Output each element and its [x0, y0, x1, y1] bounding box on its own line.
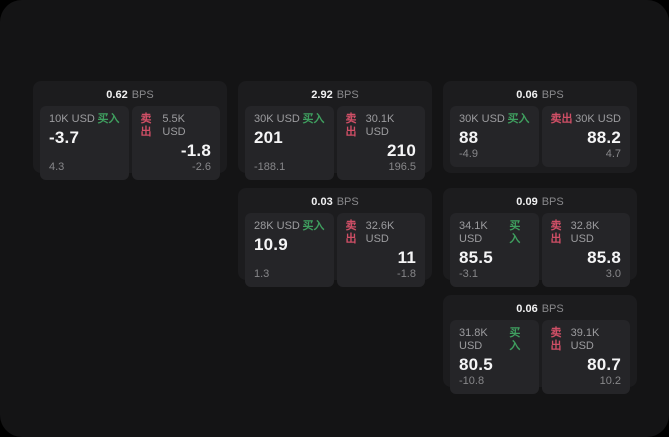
quote-card-grid: 0.62 BPS 10K USD 买入 -3.7 4.3 卖出 5.5K USD: [33, 81, 637, 394]
buy-panel[interactable]: 31.8K USD 买入 80.5 -10.8: [450, 320, 539, 394]
bps-unit: BPS: [541, 195, 564, 208]
buy-side-label: 买入: [302, 220, 325, 232]
bps-value: 0.06: [516, 88, 538, 101]
sell-side-label: 卖出: [550, 327, 562, 352]
sell-panel[interactable]: 卖出 32.8K USD 85.8 3.0: [541, 213, 630, 287]
sell-amount: 32.8K USD: [570, 220, 600, 245]
bps-header: 0.62 BPS: [40, 86, 220, 103]
sell-price: 88.2: [587, 128, 621, 147]
bps-header: 0.06 BPS: [450, 300, 630, 317]
buy-amount: 34.1K USD: [459, 220, 488, 245]
bps-header: 0.06 BPS: [450, 86, 630, 103]
buy-price: 85.5: [459, 248, 493, 267]
sell-side-label: 卖出: [345, 113, 357, 138]
buy-price: 201: [254, 128, 283, 147]
bps-unit: BPS: [336, 88, 359, 101]
sell-sub-value: -1.8: [397, 268, 416, 280]
buy-side-label: 买入: [509, 220, 521, 245]
buy-panel[interactable]: 10K USD 买入 -3.7 4.3: [40, 106, 129, 180]
quote-card: 2.92 BPS 30K USD 买入 201 -188.1 卖出 30.1K …: [238, 81, 432, 180]
bps-unit: BPS: [131, 88, 154, 101]
bps-value: 2.92: [311, 88, 333, 101]
buy-panel[interactable]: 30K USD 买入 88 -4.9: [450, 106, 539, 167]
buy-panel[interactable]: 34.1K USD 买入 85.5 -3.1: [450, 213, 539, 287]
sell-sub-value: 196.5: [388, 161, 416, 173]
sell-amount: 5.5K USD: [162, 113, 186, 138]
bps-header: 0.03 BPS: [245, 193, 425, 210]
sell-panel[interactable]: 卖出 5.5K USD -1.8 -2.6: [131, 106, 220, 180]
sell-amount: 30K USD: [575, 113, 621, 125]
bps-unit: BPS: [541, 302, 564, 315]
sell-sub-value: 4.7: [605, 148, 621, 160]
sell-price: 80.7: [587, 355, 621, 374]
bps-value: 0.06: [516, 302, 538, 315]
sell-side-label: 卖出: [550, 113, 573, 125]
quote-card: 0.62 BPS 10K USD 买入 -3.7 4.3 卖出 5.5K USD: [33, 81, 227, 180]
buy-amount: 31.8K USD: [459, 327, 488, 352]
sell-amount: 39.1K USD: [570, 327, 600, 352]
sell-panel[interactable]: 卖出 32.6K USD 11 -1.8: [336, 213, 425, 287]
sell-price: 85.8: [587, 248, 621, 267]
buy-sub-value: 4.3: [49, 161, 65, 173]
quote-card: 0.03 BPS 28K USD 买入 10.9 1.3 卖出 32.6K US…: [238, 188, 432, 287]
buy-sub-value: 1.3: [254, 268, 270, 280]
sell-price: -1.8: [180, 141, 211, 160]
bps-unit: BPS: [336, 195, 359, 208]
buy-amount: 30K USD: [459, 113, 505, 125]
sell-side-label: 卖出: [345, 220, 357, 245]
bps-header: 0.09 BPS: [450, 193, 630, 210]
sell-panel[interactable]: 卖出 30.1K USD 210 196.5: [336, 106, 425, 180]
buy-price: 10.9: [254, 235, 288, 254]
bps-header: 2.92 BPS: [245, 86, 425, 103]
sell-amount: 32.6K USD: [365, 220, 395, 245]
buy-side-label: 买入: [97, 113, 120, 125]
buy-amount: 30K USD: [254, 113, 300, 125]
bps-value: 0.09: [516, 195, 538, 208]
sell-price: 210: [387, 141, 416, 160]
sell-sub-value: 10.2: [599, 375, 621, 387]
sell-amount: 30.1K USD: [365, 113, 395, 138]
buy-sub-value: -188.1: [254, 161, 286, 173]
sell-side-label: 卖出: [550, 220, 562, 245]
sell-side-label: 卖出: [140, 113, 152, 138]
bps-value: 0.62: [106, 88, 128, 101]
quote-card: 0.06 BPS 30K USD 买入 88 -4.9 卖出 30K USD: [443, 81, 637, 173]
sell-sub-value: 3.0: [605, 268, 621, 280]
quote-card: 0.09 BPS 34.1K USD 买入 85.5 -3.1 卖出 32.8K…: [443, 188, 637, 287]
buy-panel[interactable]: 28K USD 买入 10.9 1.3: [245, 213, 334, 287]
buy-sub-value: -10.8: [459, 375, 485, 387]
buy-side-label: 买入: [509, 327, 521, 352]
buy-amount: 10K USD: [49, 113, 95, 125]
quote-card: 0.06 BPS 31.8K USD 买入 80.5 -10.8 卖出 39.1…: [443, 295, 637, 394]
bps-unit: BPS: [541, 88, 564, 101]
sell-panel[interactable]: 卖出 30K USD 88.2 4.7: [541, 106, 630, 167]
sell-sub-value: -2.6: [192, 161, 211, 173]
buy-amount: 28K USD: [254, 220, 300, 232]
bps-value: 0.03: [311, 195, 333, 208]
buy-sub-value: -3.1: [459, 268, 478, 280]
sell-price: 11: [397, 248, 416, 267]
buy-side-label: 买入: [302, 113, 325, 125]
buy-sub-value: -4.9: [459, 148, 478, 160]
sell-panel[interactable]: 卖出 39.1K USD 80.7 10.2: [541, 320, 630, 394]
buy-price: 88: [459, 128, 479, 147]
buy-price: -3.7: [49, 128, 80, 147]
buy-panel[interactable]: 30K USD 买入 201 -188.1: [245, 106, 334, 180]
buy-side-label: 买入: [507, 113, 530, 125]
buy-price: 80.5: [459, 355, 493, 374]
